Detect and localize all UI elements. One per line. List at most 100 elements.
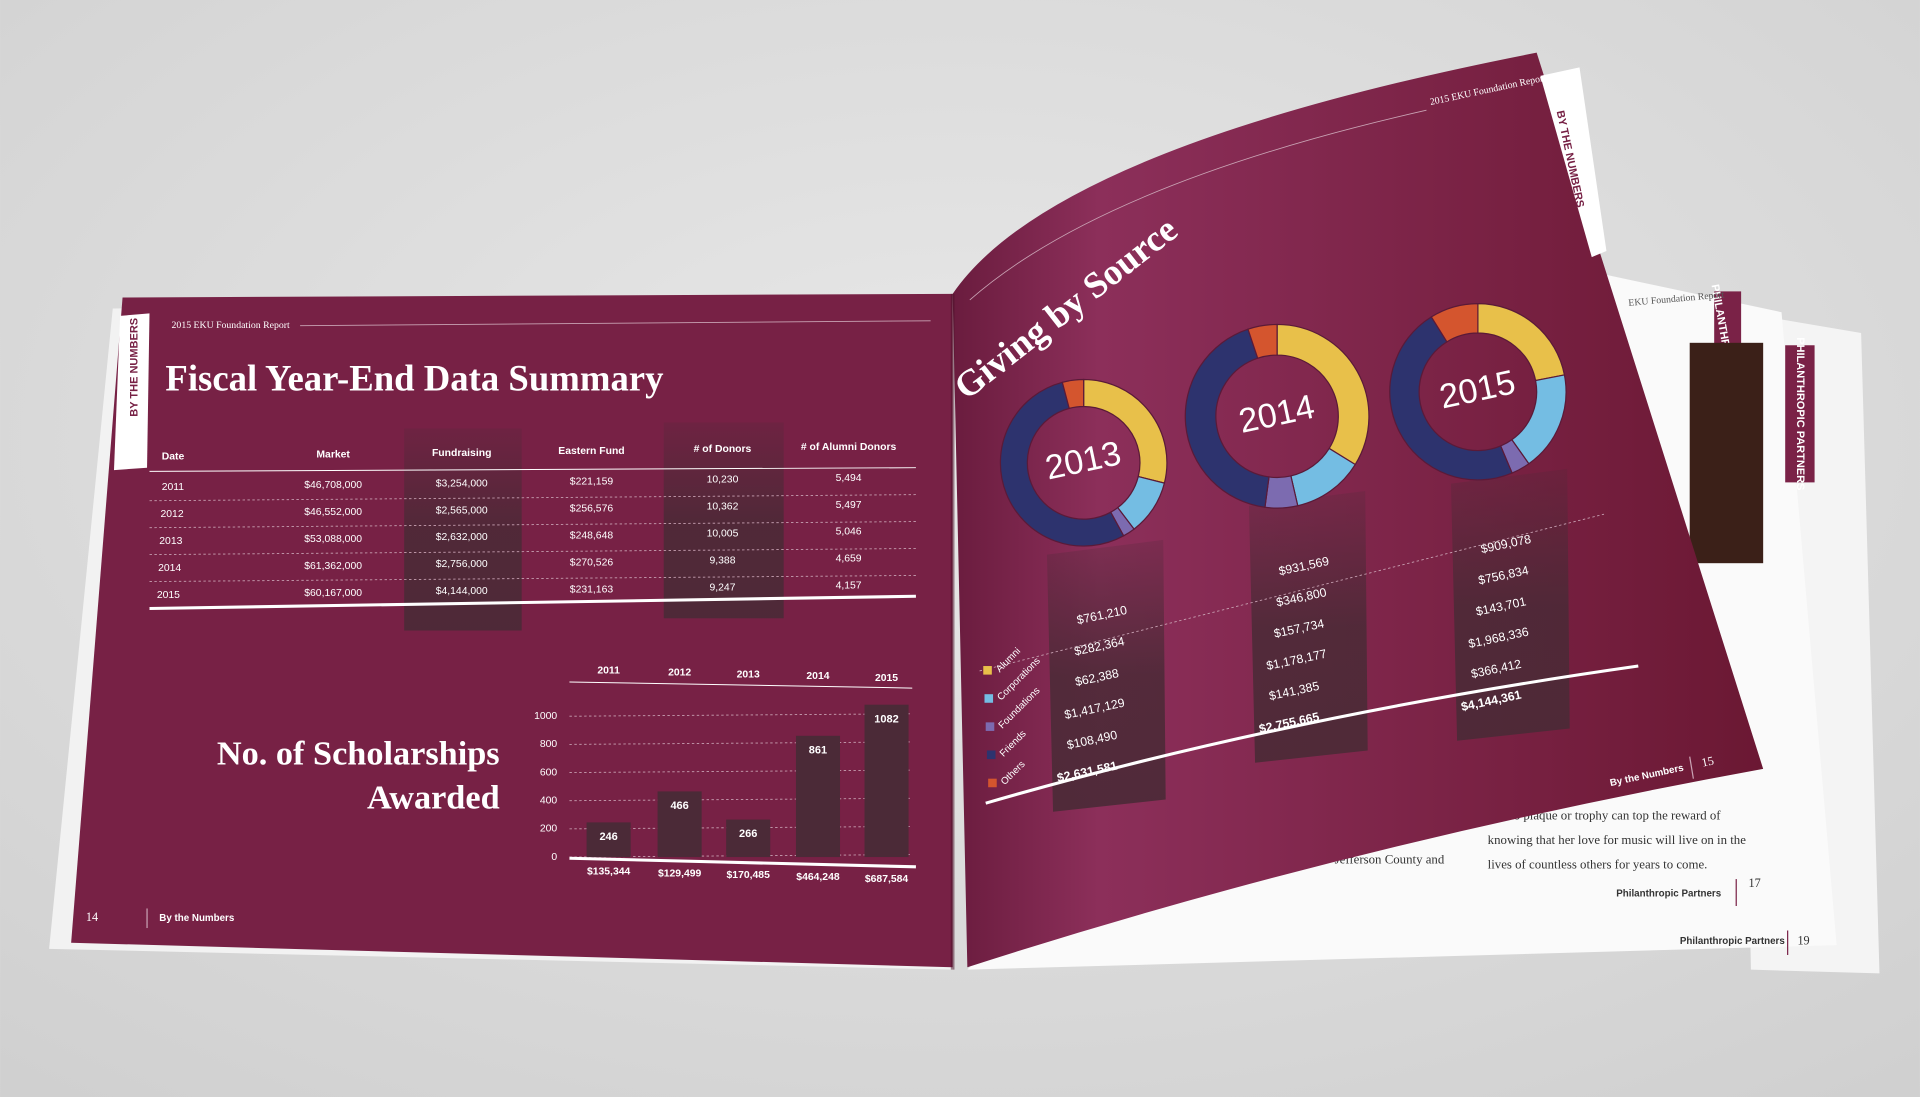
table-cell: 5,494 bbox=[836, 473, 862, 484]
table-cell: 2011 bbox=[162, 482, 185, 493]
table-cell: 10,005 bbox=[707, 529, 739, 540]
table-cell: $60,167,000 bbox=[304, 588, 362, 599]
header-rule bbox=[300, 320, 931, 327]
amount-label: $129,499 bbox=[658, 868, 702, 879]
table-cell: $256,576 bbox=[570, 503, 614, 514]
amount-label: $464,248 bbox=[796, 872, 840, 883]
donut-slice bbox=[1184, 328, 1270, 508]
row-rule bbox=[149, 521, 916, 529]
column-header: Date bbox=[162, 451, 185, 462]
table-cell: 10,230 bbox=[707, 475, 739, 486]
table-cell: $270,526 bbox=[570, 557, 614, 568]
table-cell: 10,362 bbox=[707, 502, 739, 513]
page-number: 14 bbox=[86, 910, 98, 924]
back-tab bbox=[1785, 345, 1815, 483]
legend-swatch bbox=[985, 722, 995, 731]
x-tick-label: 2015 bbox=[875, 673, 898, 684]
legend-swatch bbox=[984, 694, 994, 703]
table-cell: 9,247 bbox=[709, 582, 735, 593]
photo bbox=[1689, 342, 1764, 564]
table-cell: $2,632,000 bbox=[436, 532, 488, 543]
header-rule bbox=[969, 109, 1427, 301]
row-rule bbox=[149, 548, 916, 556]
x-axis-top bbox=[569, 681, 913, 689]
body-line: knowing that her love for music will liv… bbox=[1488, 833, 1747, 847]
grid-line bbox=[569, 713, 913, 717]
grid-line bbox=[569, 741, 913, 745]
back-page-number: 17 bbox=[1748, 876, 1760, 890]
table-cell: $231,163 bbox=[570, 584, 614, 595]
back-footer: Philanthropic Partners bbox=[1616, 888, 1721, 899]
table-cell: 2013 bbox=[159, 536, 182, 547]
table-cell: $53,088,000 bbox=[304, 534, 362, 545]
back-footer: Philanthropic Partners bbox=[1680, 936, 1785, 947]
y-tick-label: 800 bbox=[540, 739, 558, 750]
bar bbox=[657, 791, 702, 858]
x-tick-label: 2014 bbox=[806, 671, 829, 682]
y-tick-label: 1000 bbox=[534, 711, 557, 722]
value-label: 246 bbox=[599, 831, 617, 843]
column-shade bbox=[1046, 539, 1166, 812]
column-header: # of Alumni Donors bbox=[801, 442, 897, 453]
value-label: 861 bbox=[809, 744, 827, 756]
page-number: 15 bbox=[1700, 753, 1715, 769]
amount-label: $687,584 bbox=[865, 874, 909, 885]
header-rule bbox=[149, 467, 916, 472]
y-tick-label: 0 bbox=[551, 852, 557, 863]
bar bbox=[726, 819, 771, 858]
y-tick-label: 400 bbox=[540, 795, 558, 806]
value-label: 1082 bbox=[874, 713, 898, 725]
table-cell: $4,144,000 bbox=[436, 586, 488, 597]
value-label: 266 bbox=[739, 828, 757, 840]
legend-swatch bbox=[988, 778, 997, 788]
bar bbox=[795, 735, 841, 858]
donut-slice bbox=[1061, 378, 1085, 410]
table-cell: $248,648 bbox=[570, 530, 614, 541]
title-line: Awarded bbox=[367, 779, 500, 817]
chart-title: No. of Scholarships Awarded bbox=[217, 734, 500, 816]
bar-chart: No. of Scholarships Awarded 0 200 400 600 800 1… bbox=[217, 666, 916, 885]
grid-line bbox=[569, 797, 913, 802]
column-header: # of Donors bbox=[694, 444, 752, 455]
data-table: Date Market Fundraising Eastern Fund # of Do… bbox=[149, 442, 916, 601]
row-rule bbox=[149, 494, 916, 502]
y-tick-label: 200 bbox=[540, 824, 558, 835]
table-cell: 4,157 bbox=[836, 581, 862, 592]
column-shade bbox=[1248, 490, 1368, 763]
table-cell: $61,362,000 bbox=[304, 561, 362, 572]
table-cell: $46,708,000 bbox=[304, 480, 362, 491]
total-rule bbox=[985, 664, 1639, 805]
page-footer: By the Numbers bbox=[159, 913, 235, 924]
x-tick-label: 2011 bbox=[597, 666, 620, 677]
column-shade bbox=[663, 422, 784, 619]
back-tab-label: PHILANTHROPIC PARTNERS bbox=[1794, 337, 1806, 490]
body-line: lives of countless others for years to c… bbox=[1488, 858, 1708, 872]
table-cell: 9,388 bbox=[709, 555, 735, 566]
table-cell: 4,659 bbox=[836, 554, 862, 565]
table-cell: $2,565,000 bbox=[436, 505, 488, 516]
table-cell: $221,159 bbox=[570, 477, 614, 488]
side-tab-label: BY THE NUMBERS bbox=[129, 318, 141, 417]
title-line: No. of Scholarships bbox=[217, 734, 500, 772]
giving-by-source: 2013$761,210$282,364$62,388$1,417,129$10… bbox=[979, 303, 1639, 812]
side-tab bbox=[113, 313, 150, 471]
value-label: 466 bbox=[670, 800, 688, 812]
table-cell: 2014 bbox=[158, 563, 181, 574]
table-cell: 5,046 bbox=[836, 527, 862, 538]
x-axis bbox=[569, 856, 916, 869]
column-shade bbox=[404, 428, 522, 631]
column-header: Eastern Fund bbox=[558, 446, 624, 457]
y-tick-label: 600 bbox=[540, 767, 558, 778]
bar bbox=[864, 704, 909, 858]
column-header: Market bbox=[316, 450, 350, 461]
table-rule bbox=[149, 594, 916, 611]
donut-slice bbox=[1389, 316, 1513, 481]
table-cell: $2,756,000 bbox=[436, 559, 488, 570]
back-page-number: 19 bbox=[1797, 933, 1809, 947]
table-cell: $3,254,000 bbox=[436, 478, 488, 489]
grid-line bbox=[569, 769, 913, 773]
donut-slice bbox=[1276, 323, 1370, 466]
table-cell: $46,552,000 bbox=[304, 507, 362, 518]
